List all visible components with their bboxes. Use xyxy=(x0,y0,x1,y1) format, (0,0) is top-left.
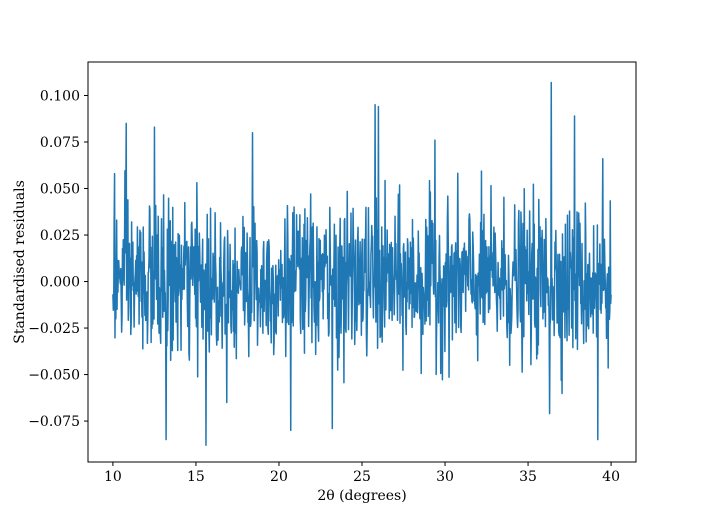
y-tick-label: 0.025 xyxy=(40,228,80,244)
y-tick-label: −0.075 xyxy=(28,414,80,430)
y-tick-label: 0.100 xyxy=(40,88,80,104)
residuals-series-line xyxy=(112,81,612,447)
x-tick-label: 10 xyxy=(104,469,122,485)
y-tick-label: −0.025 xyxy=(28,321,80,337)
y-tick-label: −0.050 xyxy=(28,368,80,384)
x-tick-label: 30 xyxy=(436,469,454,485)
x-axis-label: 2θ (degrees) xyxy=(317,488,406,504)
y-tick-label: 0.075 xyxy=(40,135,80,151)
x-tick-label: 20 xyxy=(270,469,288,485)
y-tick-label: 0.000 xyxy=(40,275,80,291)
x-tick-label: 15 xyxy=(187,469,205,485)
y-axis-label: Standardised residuals xyxy=(12,180,28,344)
x-tick-label: 35 xyxy=(519,469,537,485)
y-tick-label: 0.050 xyxy=(40,182,80,198)
x-tick-label: 25 xyxy=(353,469,371,485)
x-tick-label: 40 xyxy=(602,469,620,485)
y-axis: −0.075 −0.050 −0.025 0.000 0.025 0.050 0.075 0.… xyxy=(28,88,88,430)
series-group xyxy=(112,81,612,447)
x-axis: 10 15 20 25 30 35 40 xyxy=(104,462,620,485)
